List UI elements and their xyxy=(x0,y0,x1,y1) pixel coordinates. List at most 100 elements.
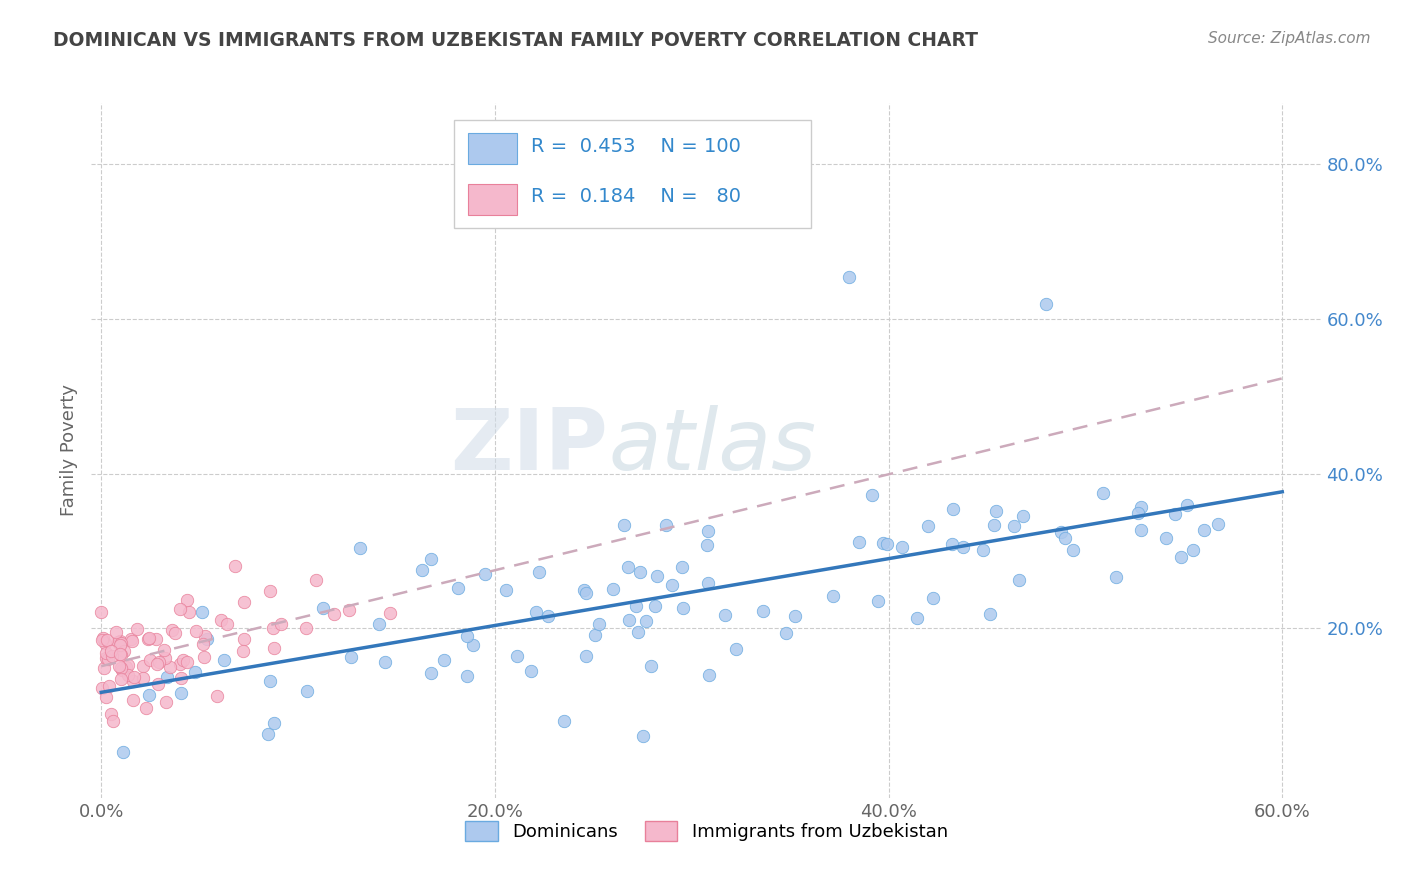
Point xyxy=(860,487,883,501)
Point xyxy=(1092,485,1115,500)
Point xyxy=(645,568,668,582)
Point xyxy=(257,727,280,741)
Point xyxy=(190,605,212,619)
Point xyxy=(155,695,177,709)
Point xyxy=(671,560,693,574)
Point xyxy=(696,538,718,552)
FancyBboxPatch shape xyxy=(468,133,517,164)
Point xyxy=(305,573,328,587)
Point xyxy=(111,745,134,759)
Point xyxy=(160,624,183,638)
Point xyxy=(108,659,131,673)
Point xyxy=(120,632,142,646)
Point xyxy=(380,607,402,621)
Point xyxy=(1206,517,1229,532)
Point xyxy=(752,604,775,618)
Point xyxy=(132,658,155,673)
Point xyxy=(420,666,443,681)
Point xyxy=(100,706,122,721)
Point xyxy=(952,541,974,555)
Point xyxy=(640,658,662,673)
Point xyxy=(90,633,112,648)
Point xyxy=(176,655,198,669)
Point xyxy=(433,653,456,667)
Point xyxy=(374,655,396,669)
Point xyxy=(553,714,575,728)
Point xyxy=(98,680,121,694)
Point xyxy=(209,613,232,627)
Text: Source: ZipAtlas.com: Source: ZipAtlas.com xyxy=(1208,31,1371,46)
Point xyxy=(537,609,560,624)
Point xyxy=(634,614,657,628)
Point xyxy=(891,540,914,554)
Point xyxy=(411,563,433,577)
Point xyxy=(506,649,529,664)
Point xyxy=(101,648,124,663)
Text: DOMINICAN VS IMMIGRANTS FROM UZBEKISTAN FAMILY POVERTY CORRELATION CHART: DOMINICAN VS IMMIGRANTS FROM UZBEKISTAN … xyxy=(53,31,979,50)
Point xyxy=(312,601,335,615)
Point xyxy=(93,632,115,646)
Point xyxy=(139,652,162,666)
Point xyxy=(696,576,718,591)
Point xyxy=(624,599,647,613)
Point xyxy=(655,518,678,533)
Point xyxy=(259,583,281,598)
Point xyxy=(349,541,371,555)
Point xyxy=(110,636,132,650)
Point xyxy=(876,537,898,551)
Point xyxy=(111,663,134,677)
Point xyxy=(526,605,548,619)
Point xyxy=(941,536,963,550)
Point xyxy=(921,591,943,605)
Point xyxy=(821,589,844,603)
Point xyxy=(983,517,1005,532)
Y-axis label: Family Poverty: Family Poverty xyxy=(59,384,77,516)
Point xyxy=(93,661,115,675)
Point xyxy=(107,635,129,649)
Point xyxy=(1126,506,1149,520)
Point xyxy=(152,643,174,657)
Point xyxy=(661,577,683,591)
Point xyxy=(224,558,246,573)
Point xyxy=(194,629,217,643)
Point xyxy=(783,608,806,623)
Point xyxy=(1170,549,1192,564)
Point xyxy=(588,616,610,631)
Point xyxy=(138,631,160,645)
Point xyxy=(1011,509,1033,524)
Point xyxy=(613,518,636,533)
Point xyxy=(94,636,117,650)
Point xyxy=(146,657,169,671)
FancyBboxPatch shape xyxy=(468,184,517,215)
Point xyxy=(1163,508,1185,522)
Point xyxy=(868,594,890,608)
Point xyxy=(263,715,285,730)
Point xyxy=(108,634,131,648)
Point xyxy=(447,581,470,595)
Point xyxy=(121,692,143,706)
Point xyxy=(942,502,965,516)
Point xyxy=(725,642,748,657)
Point xyxy=(697,524,720,539)
Point xyxy=(90,605,112,619)
Point xyxy=(135,701,157,715)
Point xyxy=(295,621,318,635)
Point xyxy=(602,582,624,596)
Point xyxy=(108,647,131,661)
Point xyxy=(101,714,124,728)
Point xyxy=(193,637,215,651)
Point xyxy=(848,535,870,549)
Point xyxy=(628,566,651,580)
Point xyxy=(1004,519,1026,533)
Point xyxy=(574,582,596,597)
Point xyxy=(1175,498,1198,512)
Point xyxy=(169,657,191,672)
Point xyxy=(1129,500,1152,514)
Point xyxy=(1008,574,1031,588)
Point xyxy=(117,658,139,673)
Point xyxy=(153,650,176,665)
Point xyxy=(110,648,132,663)
Point xyxy=(263,641,285,656)
Point xyxy=(214,653,236,667)
Point xyxy=(1192,523,1215,537)
